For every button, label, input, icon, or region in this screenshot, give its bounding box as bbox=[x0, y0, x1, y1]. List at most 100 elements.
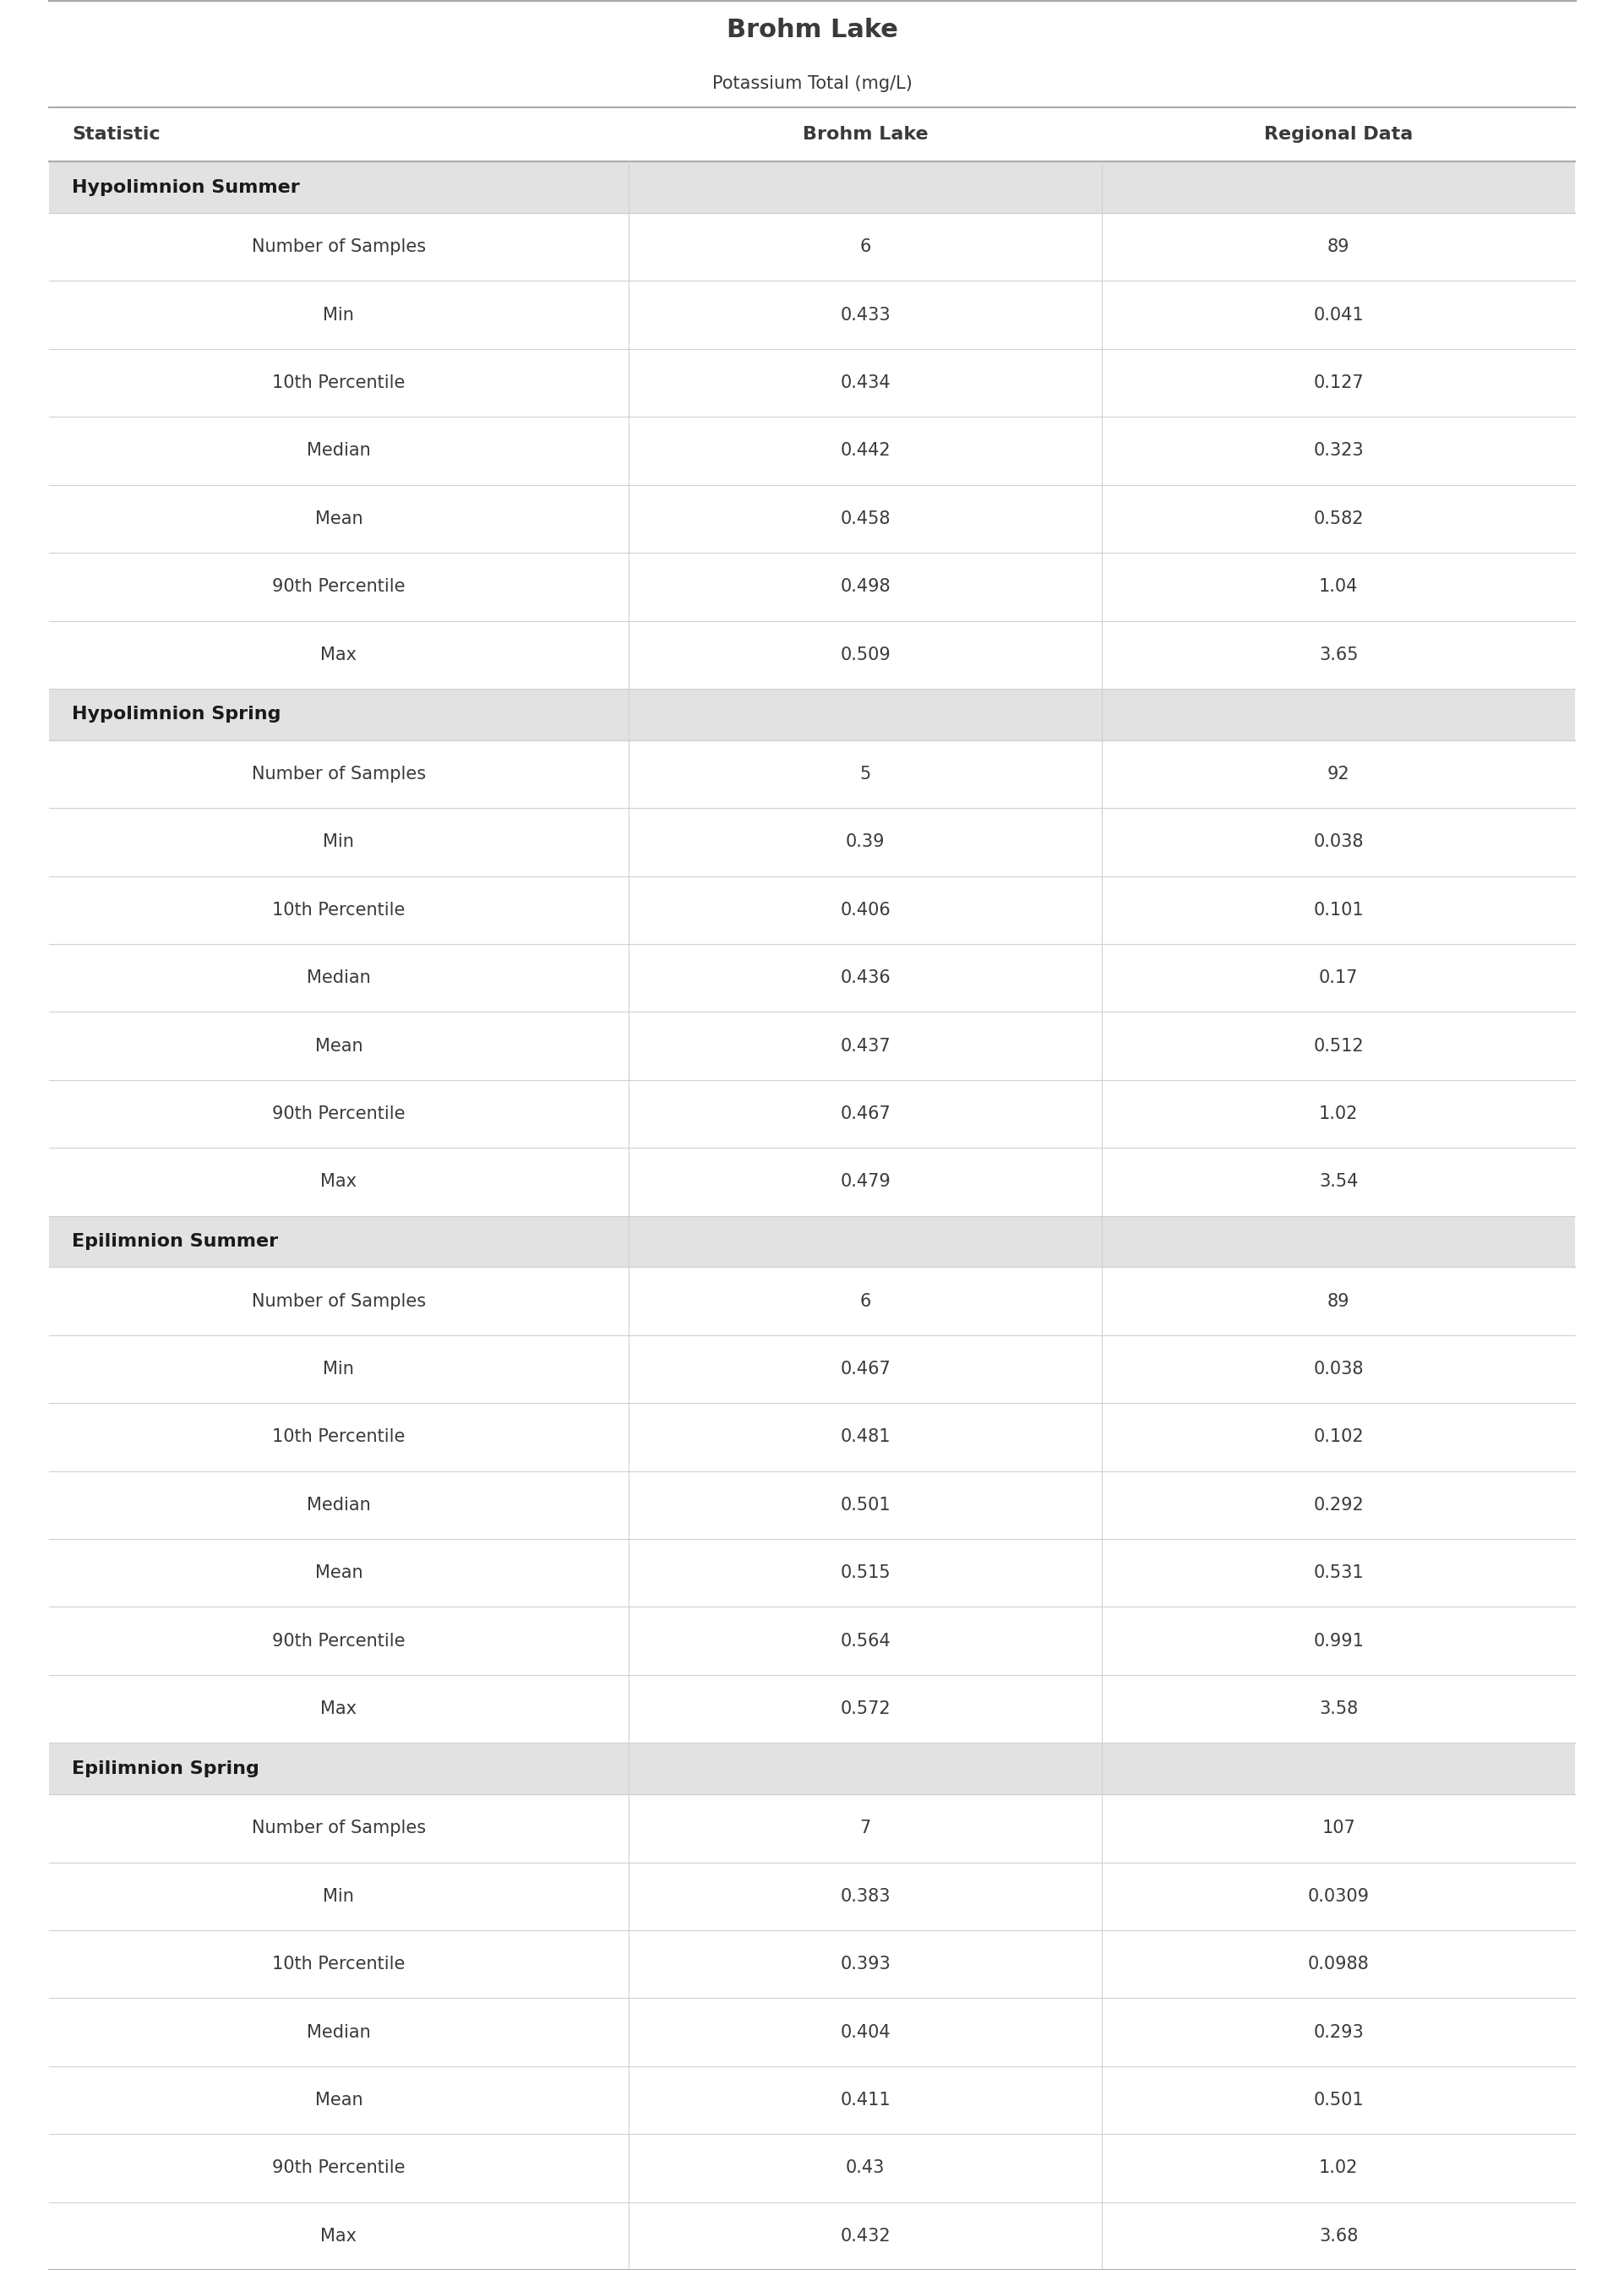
Text: Hypolimnion Spring: Hypolimnion Spring bbox=[71, 706, 281, 722]
Text: 0.0309: 0.0309 bbox=[1307, 1889, 1369, 1905]
Text: 0.102: 0.102 bbox=[1314, 1428, 1364, 1446]
Text: 10th Percentile: 10th Percentile bbox=[273, 375, 406, 390]
Bar bbox=[49, 350, 1575, 418]
Text: 0.572: 0.572 bbox=[840, 1700, 890, 1718]
Bar bbox=[49, 1012, 1575, 1081]
Text: 0.038: 0.038 bbox=[1314, 1360, 1364, 1378]
Text: Median: Median bbox=[307, 969, 370, 987]
Text: Statistic: Statistic bbox=[71, 127, 161, 143]
Bar bbox=[49, 808, 1575, 876]
Text: Mean: Mean bbox=[315, 2091, 362, 2109]
Text: 0.406: 0.406 bbox=[840, 901, 890, 919]
Text: Min: Min bbox=[323, 1360, 354, 1378]
Text: 0.0988: 0.0988 bbox=[1307, 1957, 1369, 1973]
Bar bbox=[49, 2134, 1575, 2202]
Text: 0.479: 0.479 bbox=[840, 1174, 890, 1189]
Text: 6: 6 bbox=[859, 238, 870, 257]
Text: 7: 7 bbox=[859, 1821, 870, 1836]
Text: Median: Median bbox=[307, 1496, 370, 1514]
Text: 90th Percentile: 90th Percentile bbox=[273, 579, 406, 595]
Text: 3.54: 3.54 bbox=[1319, 1174, 1358, 1189]
Text: Max: Max bbox=[320, 647, 357, 663]
Text: Median: Median bbox=[307, 443, 370, 459]
Text: 0.512: 0.512 bbox=[1314, 1037, 1364, 1053]
Text: 6: 6 bbox=[859, 1292, 870, 1310]
Text: 0.038: 0.038 bbox=[1314, 833, 1364, 851]
Text: Max: Max bbox=[320, 1700, 357, 1718]
Text: 5: 5 bbox=[859, 765, 870, 783]
Text: 0.436: 0.436 bbox=[840, 969, 890, 987]
Text: 0.433: 0.433 bbox=[840, 306, 890, 322]
Text: 0.501: 0.501 bbox=[840, 1496, 890, 1514]
Bar bbox=[49, 620, 1575, 688]
Bar bbox=[49, 0, 1575, 107]
Bar bbox=[49, 1607, 1575, 1675]
Text: Min: Min bbox=[323, 1889, 354, 1905]
Text: 0.458: 0.458 bbox=[840, 511, 890, 527]
Text: Number of Samples: Number of Samples bbox=[252, 238, 425, 257]
Bar bbox=[49, 1539, 1575, 1607]
Text: Hypolimnion Summer: Hypolimnion Summer bbox=[71, 179, 300, 195]
Text: 0.509: 0.509 bbox=[840, 647, 890, 663]
Text: 0.481: 0.481 bbox=[840, 1428, 890, 1446]
Bar bbox=[49, 1217, 1575, 1267]
Text: 1.02: 1.02 bbox=[1319, 1105, 1358, 1121]
Text: 0.404: 0.404 bbox=[840, 2023, 890, 2041]
Text: 10th Percentile: 10th Percentile bbox=[273, 1428, 406, 1446]
Bar bbox=[49, 107, 1575, 161]
Bar bbox=[49, 2066, 1575, 2134]
Text: 0.323: 0.323 bbox=[1314, 443, 1364, 459]
Text: 0.39: 0.39 bbox=[846, 833, 885, 851]
Bar bbox=[49, 1403, 1575, 1471]
Text: 0.383: 0.383 bbox=[840, 1889, 890, 1905]
Bar bbox=[49, 876, 1575, 944]
Text: 0.467: 0.467 bbox=[840, 1360, 890, 1378]
Text: 0.432: 0.432 bbox=[840, 2227, 890, 2245]
Text: 3.65: 3.65 bbox=[1319, 647, 1358, 663]
Text: Brohm Lake: Brohm Lake bbox=[802, 127, 929, 143]
Text: 0.292: 0.292 bbox=[1314, 1496, 1364, 1514]
Text: 89: 89 bbox=[1327, 1292, 1350, 1310]
Text: 0.041: 0.041 bbox=[1314, 306, 1364, 322]
Bar bbox=[49, 281, 1575, 350]
Text: Number of Samples: Number of Samples bbox=[252, 765, 425, 783]
Text: Potassium Total (mg/L): Potassium Total (mg/L) bbox=[711, 75, 913, 93]
Text: 0.127: 0.127 bbox=[1314, 375, 1364, 390]
Bar bbox=[49, 1335, 1575, 1403]
Text: 0.991: 0.991 bbox=[1314, 1632, 1364, 1650]
Text: 90th Percentile: 90th Percentile bbox=[273, 2159, 406, 2177]
Text: 0.442: 0.442 bbox=[840, 443, 890, 459]
Text: 0.515: 0.515 bbox=[840, 1564, 890, 1582]
Bar bbox=[49, 1471, 1575, 1539]
Text: Epilimnion Summer: Epilimnion Summer bbox=[71, 1233, 278, 1251]
Text: Epilimnion Spring: Epilimnion Spring bbox=[71, 1759, 260, 1777]
Text: 0.582: 0.582 bbox=[1314, 511, 1364, 527]
Text: 10th Percentile: 10th Percentile bbox=[273, 1957, 406, 1973]
Text: Regional Data: Regional Data bbox=[1263, 127, 1413, 143]
Bar bbox=[49, 554, 1575, 620]
Bar bbox=[49, 486, 1575, 554]
Text: 0.17: 0.17 bbox=[1319, 969, 1358, 987]
Text: 92: 92 bbox=[1327, 765, 1350, 783]
Bar bbox=[49, 740, 1575, 808]
Bar bbox=[49, 161, 1575, 213]
Text: 90th Percentile: 90th Percentile bbox=[273, 1105, 406, 1121]
Bar bbox=[49, 688, 1575, 740]
Text: Min: Min bbox=[323, 833, 354, 851]
Bar bbox=[49, 1675, 1575, 1743]
Bar bbox=[49, 1149, 1575, 1217]
Text: 0.564: 0.564 bbox=[840, 1632, 890, 1650]
Text: 0.101: 0.101 bbox=[1314, 901, 1364, 919]
Text: Number of Samples: Number of Samples bbox=[252, 1821, 425, 1836]
Text: 1.02: 1.02 bbox=[1319, 2159, 1358, 2177]
Text: 0.531: 0.531 bbox=[1314, 1564, 1364, 1582]
Bar bbox=[49, 1930, 1575, 1998]
Text: 107: 107 bbox=[1322, 1821, 1356, 1836]
Text: 0.467: 0.467 bbox=[840, 1105, 890, 1121]
Text: Number of Samples: Number of Samples bbox=[252, 1292, 425, 1310]
Text: Min: Min bbox=[323, 306, 354, 322]
Text: 0.434: 0.434 bbox=[840, 375, 890, 390]
Bar bbox=[49, 2202, 1575, 2270]
Bar bbox=[49, 944, 1575, 1012]
Text: Mean: Mean bbox=[315, 1564, 362, 1582]
